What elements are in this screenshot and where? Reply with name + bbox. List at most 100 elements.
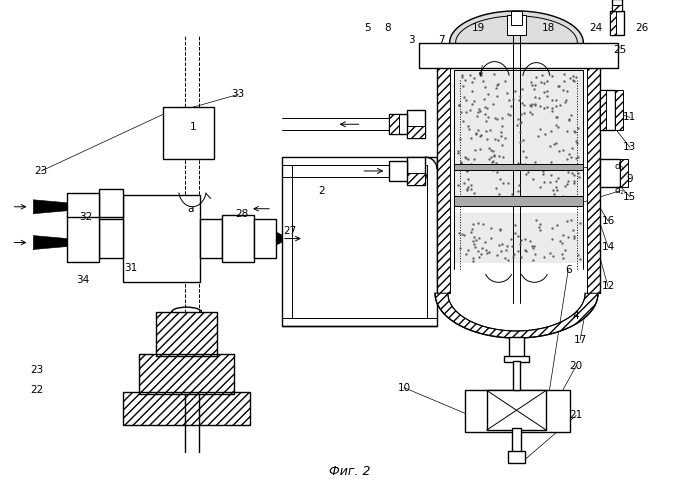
Point bbox=[491, 160, 502, 167]
Point bbox=[481, 104, 492, 112]
Point bbox=[461, 108, 472, 116]
Point bbox=[505, 162, 516, 169]
Text: 18: 18 bbox=[542, 23, 555, 33]
Point bbox=[535, 125, 546, 133]
Point bbox=[459, 153, 470, 161]
Text: d$_1$: d$_1$ bbox=[614, 161, 626, 173]
Point bbox=[559, 182, 570, 190]
Point bbox=[552, 186, 563, 194]
Point bbox=[492, 80, 503, 88]
Point bbox=[542, 199, 553, 207]
Point bbox=[573, 173, 584, 181]
Text: 8: 8 bbox=[384, 23, 391, 33]
Point bbox=[514, 240, 526, 248]
Point bbox=[520, 246, 531, 254]
Point bbox=[549, 190, 560, 198]
Point bbox=[493, 189, 505, 197]
Text: 1: 1 bbox=[190, 122, 196, 132]
Polygon shape bbox=[34, 236, 67, 249]
Bar bbox=[507, 451, 526, 463]
Bar bbox=[512, 360, 521, 390]
Bar bbox=[156, 312, 217, 356]
Point bbox=[493, 136, 504, 144]
Point bbox=[473, 247, 484, 255]
Point bbox=[490, 84, 501, 92]
Point bbox=[492, 251, 503, 259]
Bar bbox=[600, 159, 620, 187]
Point bbox=[547, 96, 558, 104]
Point bbox=[572, 124, 584, 132]
Text: 2: 2 bbox=[318, 186, 325, 196]
Point bbox=[493, 153, 505, 161]
Point bbox=[548, 140, 559, 148]
Point bbox=[570, 137, 582, 145]
Point bbox=[453, 229, 464, 237]
Point bbox=[457, 71, 468, 79]
Point bbox=[499, 165, 510, 173]
Point bbox=[476, 69, 487, 77]
Point bbox=[509, 229, 520, 237]
Point bbox=[529, 198, 540, 206]
Point bbox=[563, 168, 574, 176]
Point bbox=[510, 221, 521, 229]
Point bbox=[524, 108, 535, 116]
Point bbox=[476, 131, 487, 139]
Point bbox=[529, 250, 540, 258]
Point bbox=[456, 73, 468, 81]
Text: 34: 34 bbox=[76, 275, 89, 285]
Text: 24: 24 bbox=[589, 23, 603, 33]
Point bbox=[487, 158, 498, 166]
Point bbox=[461, 96, 472, 104]
Point bbox=[505, 165, 517, 173]
Point bbox=[573, 153, 584, 161]
Point bbox=[528, 175, 539, 183]
Point bbox=[479, 94, 490, 102]
Point bbox=[518, 137, 529, 145]
Point bbox=[521, 153, 532, 161]
Point bbox=[557, 192, 568, 200]
Point bbox=[534, 183, 545, 191]
Point bbox=[508, 253, 519, 261]
Point bbox=[470, 129, 482, 137]
Point bbox=[536, 71, 547, 79]
Point bbox=[544, 196, 555, 204]
Point bbox=[573, 169, 584, 177]
Text: 5: 5 bbox=[364, 23, 370, 33]
Point bbox=[470, 236, 481, 244]
Point bbox=[551, 176, 562, 184]
Bar bbox=[509, 336, 524, 358]
Point bbox=[494, 226, 505, 234]
Point bbox=[460, 166, 471, 174]
Point bbox=[468, 97, 480, 105]
Point bbox=[538, 104, 549, 112]
Point bbox=[456, 158, 467, 166]
Point bbox=[461, 167, 473, 175]
Point bbox=[494, 225, 505, 233]
Bar bbox=[510, 11, 522, 25]
Point bbox=[563, 233, 574, 241]
Point bbox=[486, 146, 497, 154]
Point bbox=[537, 167, 548, 175]
Point bbox=[571, 73, 582, 81]
Polygon shape bbox=[34, 200, 67, 214]
Point bbox=[561, 96, 572, 104]
Point bbox=[487, 100, 498, 108]
Point bbox=[452, 149, 463, 157]
Point bbox=[467, 220, 478, 228]
Text: 3: 3 bbox=[408, 35, 415, 45]
Point bbox=[535, 78, 547, 86]
Point bbox=[516, 99, 527, 107]
Point bbox=[572, 251, 583, 259]
Point bbox=[461, 250, 472, 258]
Point bbox=[465, 71, 476, 79]
Text: 7: 7 bbox=[438, 35, 445, 45]
Text: 15: 15 bbox=[624, 192, 636, 202]
Bar bbox=[454, 196, 583, 206]
Point bbox=[519, 101, 530, 109]
Point bbox=[483, 144, 494, 152]
Point bbox=[491, 183, 502, 191]
Point bbox=[520, 169, 531, 177]
Text: 32: 32 bbox=[80, 212, 93, 222]
Bar bbox=[123, 392, 250, 425]
Point bbox=[550, 113, 561, 121]
